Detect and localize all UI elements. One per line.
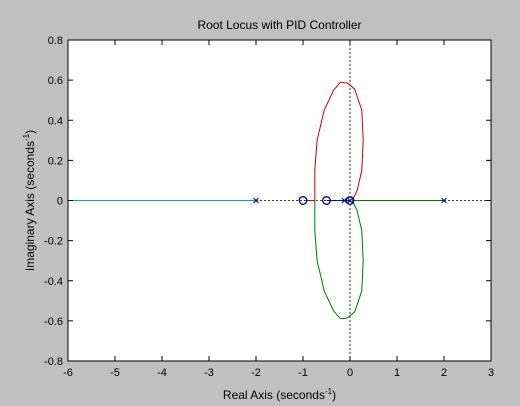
x-tick-label: -1 (298, 367, 308, 379)
y-axis-label: Imaginary Axis (seconds-1) (22, 130, 37, 271)
y-tick-label: -0.2 (44, 236, 63, 248)
y-tick-label: 0 (57, 196, 63, 208)
pole-marker-stroke (253, 197, 259, 204)
x-tick-label: -4 (157, 367, 167, 379)
y-tick-label: -0.6 (44, 316, 63, 328)
zero-marker-2 (322, 196, 331, 205)
pole-marker-2 (441, 197, 447, 204)
x-tick-label: 3 (488, 367, 494, 379)
y-tick-label: 0.4 (48, 115, 63, 127)
axis-ticks: -6 -5 -4 -3 -2 -1 0 1 2 3 -0.8 -0.6 -0.4 -0.2 0 0.2 0.4 0… (44, 35, 494, 379)
pole-marker-stroke (341, 197, 348, 204)
x-tick-label: -6 (63, 367, 73, 379)
x-tick-label: 1 (394, 367, 400, 379)
x-tick-label: -5 (110, 367, 120, 379)
y-tick-label: 0.2 (48, 155, 63, 167)
pole-marker-stroke (347, 197, 353, 204)
y-tick-label: 0.8 (48, 35, 63, 47)
pole-zero-markers (253, 196, 447, 205)
y-tick-label: 0.6 (48, 75, 63, 87)
x-axis-label-sup: -1 (325, 387, 333, 396)
pole-marker-stroke (441, 197, 447, 204)
x-tick-label: 2 (441, 367, 447, 379)
locus-branch-2 (314, 200, 364, 320)
x-tick-label: 0 (347, 367, 353, 379)
y-axis-label-sup: -1 (22, 133, 31, 141)
pole-marker-4 (341, 197, 348, 204)
y-axis-label-text: Imaginary Axis (seconds (23, 141, 37, 271)
locus-branches (68, 81, 444, 320)
y-tick-label: -0.4 (44, 276, 63, 288)
plot-axes: -6 -5 -4 -3 -2 -1 0 1 2 3 -0.8 -0.6 -0.4 -0.2 0 0.2 0.4 0… (44, 35, 494, 379)
pole-marker-1 (253, 197, 259, 204)
locus-branch-1 (305, 81, 364, 201)
pole-marker-3 (347, 197, 353, 204)
x-axis-label-text: Real Axis (seconds (223, 388, 325, 402)
y-tick-label: -0.8 (44, 356, 63, 368)
x-axis-label: Real Axis (seconds-1) (223, 387, 336, 402)
x-axis-label-end: ) (332, 388, 336, 402)
y-axis-label-end: ) (23, 130, 37, 134)
x-tick-label: -3 (204, 367, 214, 379)
zero-marker-3 (345, 196, 355, 205)
x-tick-label: -2 (251, 367, 261, 379)
chart-title: Root Locus with PID Controller (197, 18, 361, 32)
zero-marker-1 (298, 196, 308, 205)
